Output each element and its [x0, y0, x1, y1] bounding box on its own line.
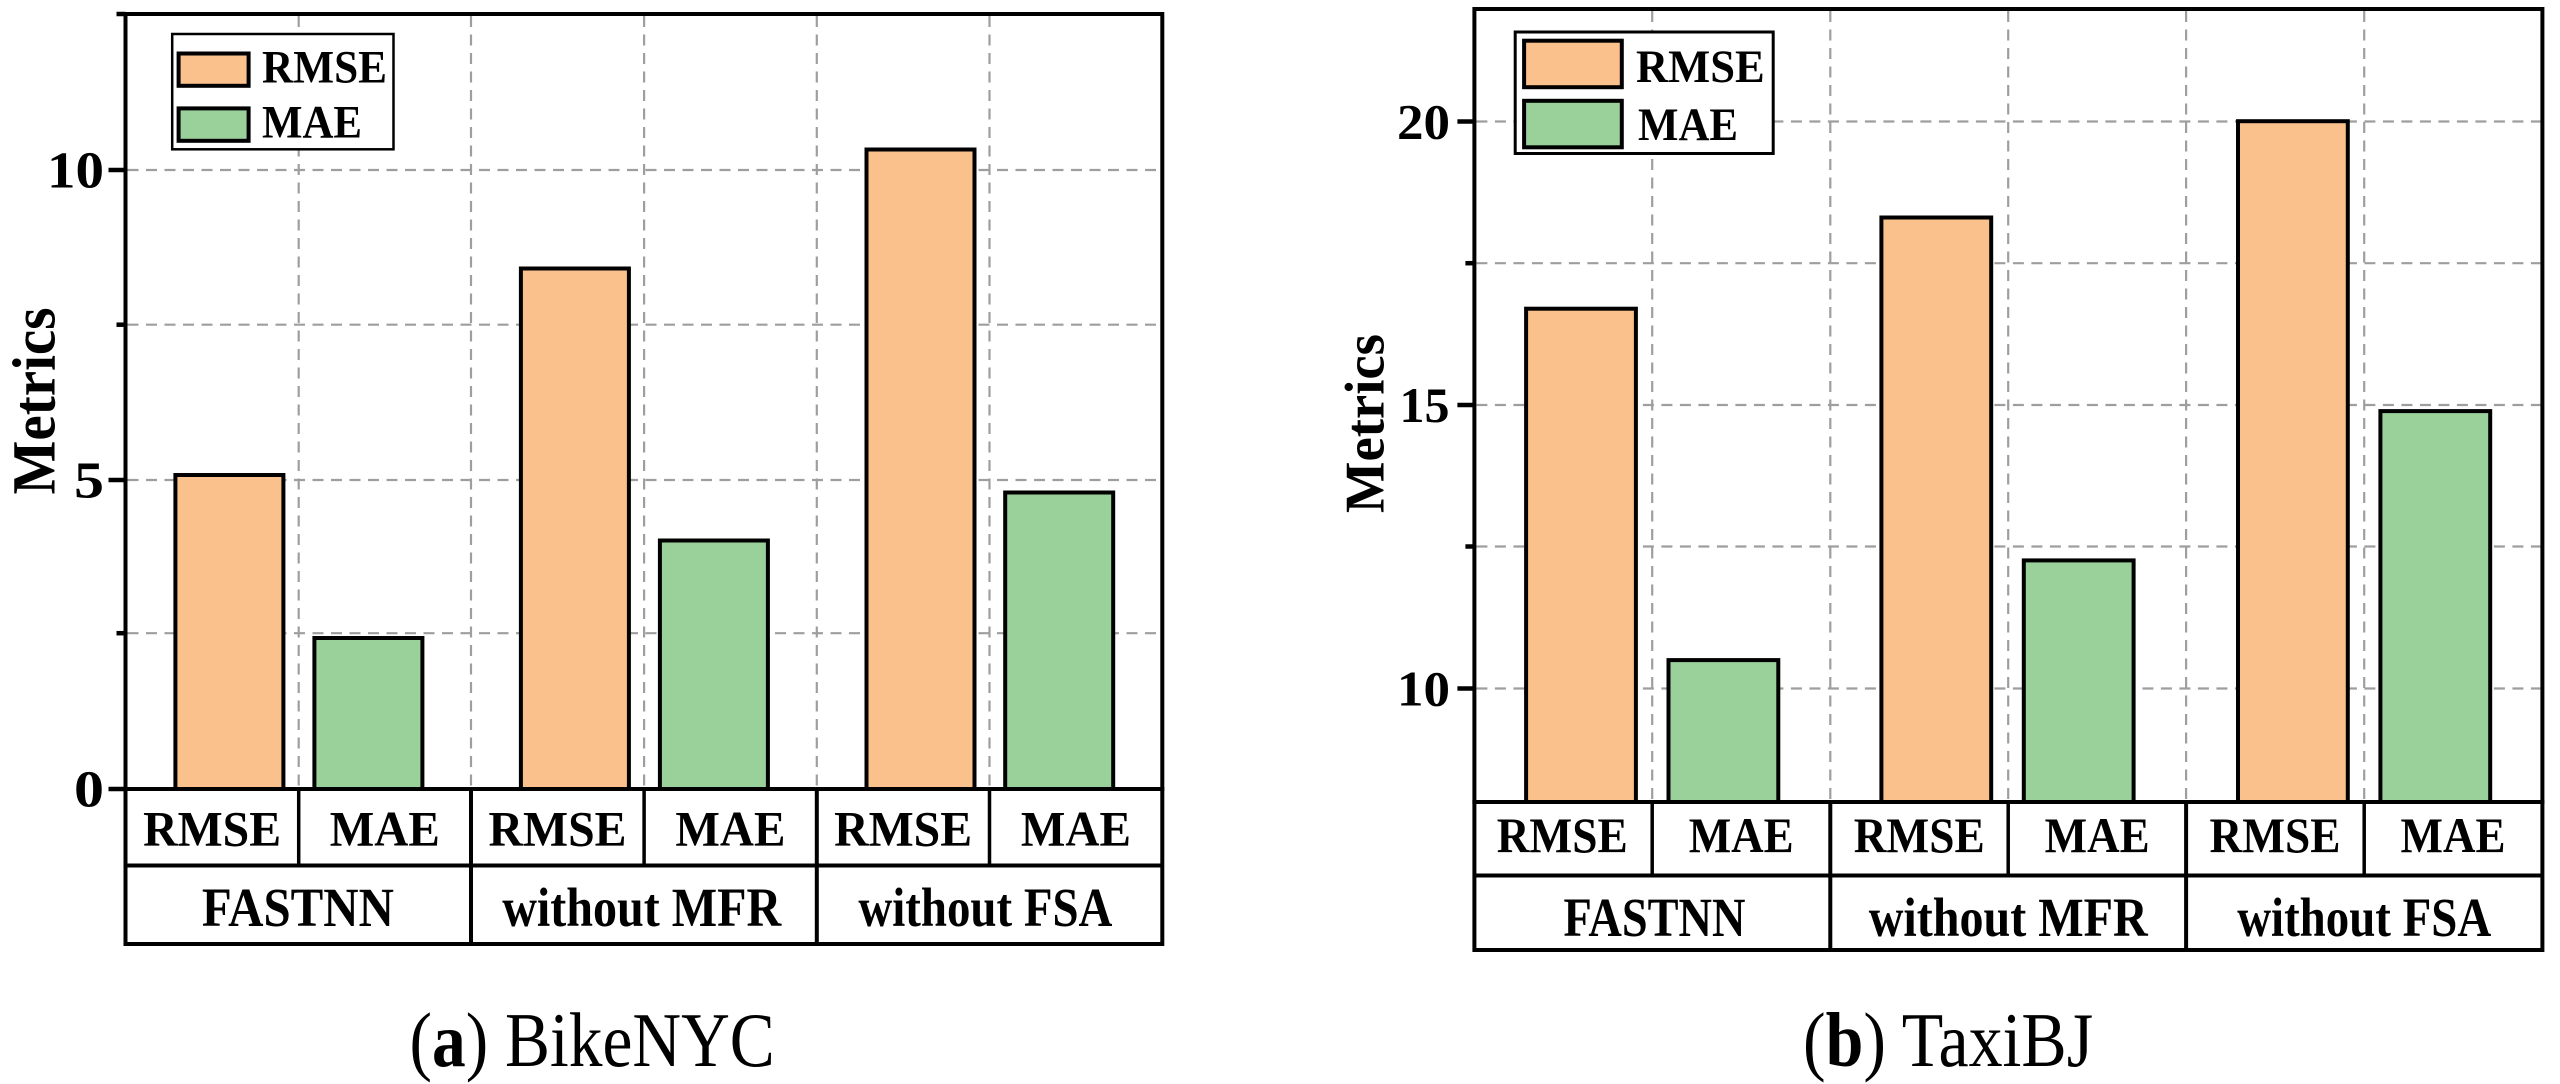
svg-text:Metrics: Metrics [2, 308, 69, 495]
svg-text:10: 10 [47, 143, 104, 200]
svg-text:RMSE: RMSE [2210, 807, 2341, 863]
svg-text:RMSE: RMSE [834, 801, 972, 857]
svg-text:MAE: MAE [1689, 807, 1794, 863]
svg-text:MAE: MAE [2401, 807, 2506, 863]
svg-text:(b) TaxiBJ: (b) TaxiBJ [1803, 997, 2093, 1083]
svg-text:5: 5 [74, 453, 104, 510]
svg-text:MAE: MAE [262, 97, 362, 149]
svg-text:without MFR: without MFR [1869, 887, 2149, 948]
svg-text:15: 15 [1400, 377, 1450, 433]
svg-text:RMSE: RMSE [1497, 807, 1628, 863]
svg-text:(a) BikeNYC: (a) BikeNYC [410, 998, 775, 1083]
svg-text:without MFR: without MFR [502, 877, 782, 938]
svg-text:10: 10 [1397, 660, 1450, 716]
svg-text:MAE: MAE [330, 801, 440, 857]
svg-text:MAE: MAE [675, 801, 785, 857]
svg-text:MAE: MAE [1021, 801, 1131, 857]
svg-text:RMSE: RMSE [1636, 41, 1765, 93]
svg-text:FASTNN: FASTNN [1564, 887, 1746, 948]
svg-text:RMSE: RMSE [143, 801, 281, 857]
svg-text:RMSE: RMSE [1854, 807, 1985, 863]
svg-text:RMSE: RMSE [262, 42, 387, 94]
svg-text:RMSE: RMSE [489, 801, 627, 857]
svg-text:20: 20 [1397, 93, 1450, 149]
svg-text:without FSA: without FSA [858, 877, 1112, 938]
svg-text:Metrics: Metrics [1335, 334, 1397, 513]
svg-text:0: 0 [74, 762, 104, 819]
svg-text:without FSA: without FSA [2237, 887, 2491, 948]
svg-text:MAE: MAE [1638, 99, 1738, 151]
svg-text:MAE: MAE [2045, 807, 2150, 863]
svg-text:FASTNN: FASTNN [202, 877, 394, 938]
